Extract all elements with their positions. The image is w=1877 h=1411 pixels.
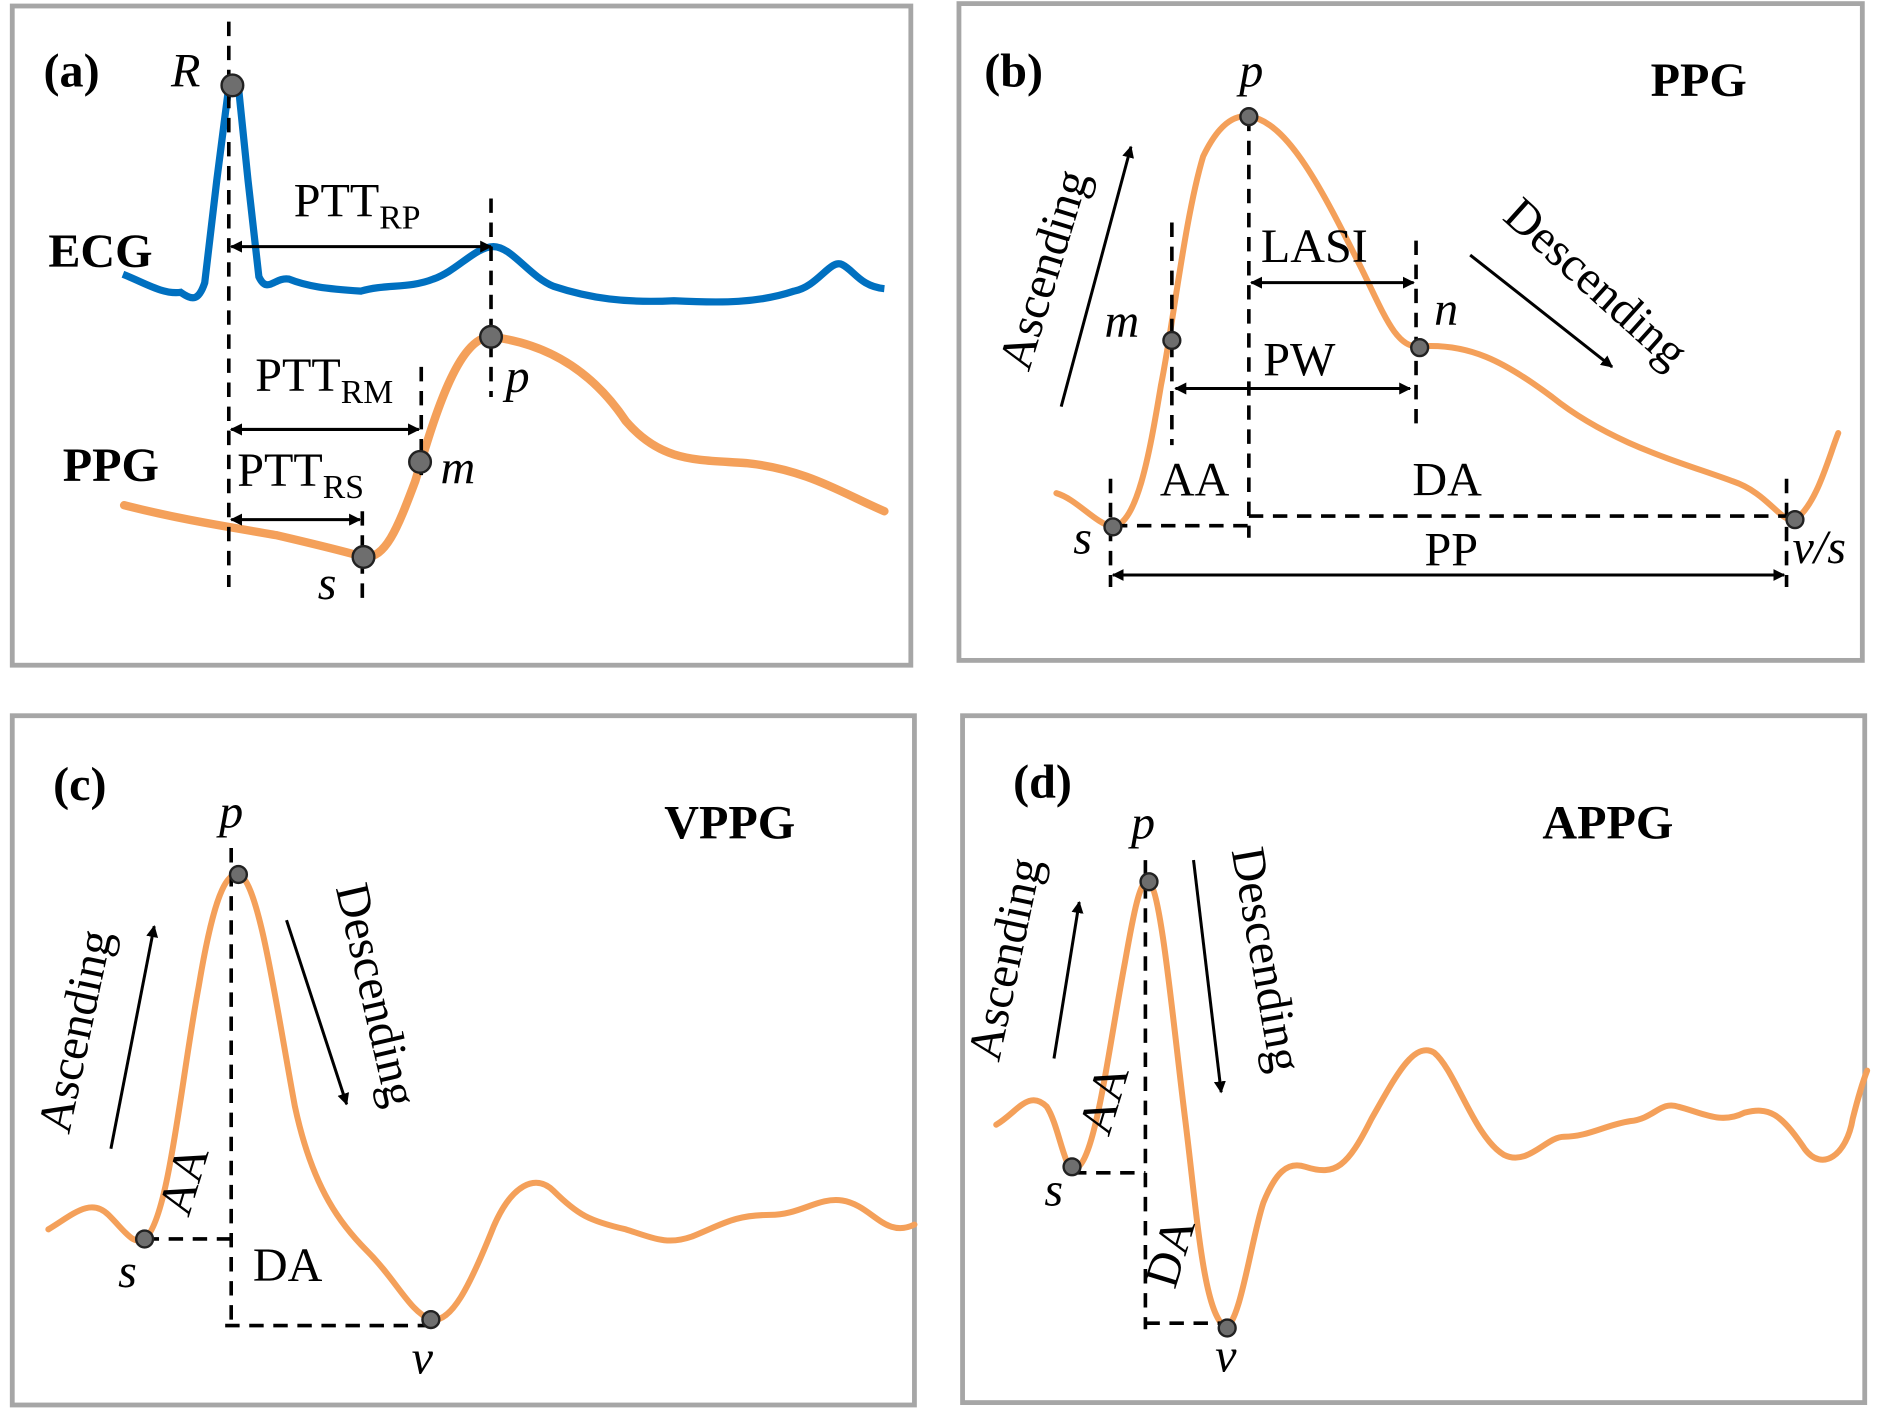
point	[1239, 107, 1259, 127]
point-label: R	[170, 45, 200, 98]
point-label: v	[412, 1332, 434, 1385]
panel-d: (d) APPG p s v Ascending Descending AA D…	[958, 756, 1871, 1382]
interval-label: AA	[148, 1139, 219, 1221]
panel-frame	[9, 713, 917, 1408]
direction-arrow	[285, 919, 350, 1106]
panel-frame	[960, 713, 1868, 1405]
interval-label: AA	[1069, 1059, 1140, 1141]
panel-c: (c) VPPG p s v Ascending Descending AA D…	[28, 758, 918, 1385]
interval-label: DA	[253, 1239, 323, 1292]
interval-main: PTT	[237, 444, 323, 497]
interval-label: PW	[1263, 333, 1336, 386]
direction-arrow	[1192, 859, 1226, 1094]
signal-label: ECG	[48, 225, 152, 278]
ppg-curve	[119, 332, 889, 562]
point	[408, 449, 433, 474]
direction-label: Descending	[1221, 843, 1313, 1076]
point	[351, 544, 376, 569]
panel-label: (d)	[1013, 756, 1072, 809]
point-label: v/s	[1793, 521, 1846, 574]
point	[220, 73, 245, 98]
vppg-curve	[45, 871, 918, 1323]
point	[134, 1229, 155, 1249]
direction-arrow	[1469, 253, 1614, 369]
point-label: v	[1215, 1329, 1237, 1382]
point	[1062, 1157, 1082, 1177]
panel-a: (a) ECG PPG R p m s PTTRP PTTRM PTTRS	[44, 21, 889, 610]
point-label: p	[1128, 796, 1155, 849]
point-label: m	[441, 442, 476, 495]
direction-label: Descending	[1494, 188, 1698, 379]
interval-label: AA	[1160, 454, 1230, 507]
panel-label: (c)	[53, 758, 106, 811]
interval-label: PTTRP	[294, 175, 421, 237]
point-label: s	[318, 557, 337, 610]
point-label: s	[1073, 511, 1092, 564]
interval-label: PP	[1424, 523, 1478, 576]
interval-sub: RM	[341, 374, 393, 411]
direction-label: Ascending	[958, 853, 1053, 1065]
interval-main: PTT	[255, 349, 341, 402]
point	[1410, 338, 1430, 358]
interval-label: DA	[1412, 454, 1482, 507]
interval-label: PTTRS	[237, 444, 364, 506]
appg-curve	[993, 878, 1871, 1330]
point	[1785, 510, 1805, 530]
point-label: s	[118, 1245, 137, 1298]
point-label: p	[1236, 45, 1263, 98]
point	[478, 324, 504, 349]
point	[1103, 517, 1123, 537]
point-label: n	[1434, 283, 1458, 336]
interval-label: PTTRM	[255, 349, 393, 411]
panel-title: VPPG	[664, 796, 795, 849]
point	[1217, 1318, 1237, 1338]
panel-label: (b)	[984, 45, 1043, 98]
direction-label: Ascending	[989, 164, 1100, 376]
interval-main: PTT	[294, 175, 380, 228]
direction-arrow	[1059, 145, 1134, 407]
direction-arrow	[109, 925, 159, 1150]
panel-b: (b) PPG p m n s v/s Ascending Descending…	[984, 45, 1846, 588]
point-label: p	[216, 786, 243, 839]
panel-frame	[9, 3, 914, 668]
point-label: m	[1105, 295, 1140, 348]
interval-sub: RP	[379, 200, 420, 237]
direction-label: Descending	[325, 878, 428, 1111]
point-label: s	[1044, 1163, 1063, 1216]
point	[1139, 872, 1159, 892]
signal-label: PPG	[63, 439, 159, 492]
interval-label: LASI	[1261, 220, 1368, 273]
interval-sub: RS	[323, 469, 364, 506]
panel-title: PPG	[1651, 54, 1747, 107]
point	[1162, 330, 1182, 351]
direction-arrow	[1052, 900, 1084, 1059]
point-label: p	[502, 350, 529, 403]
panel-label: (a)	[44, 45, 100, 98]
point	[421, 1309, 441, 1330]
panel-title: APPG	[1542, 796, 1673, 849]
direction-label: Ascending	[28, 925, 123, 1137]
ecg-curve	[121, 83, 885, 306]
panel-frame	[956, 1, 1865, 663]
ppg-curve	[1053, 113, 1842, 530]
point	[228, 864, 249, 885]
